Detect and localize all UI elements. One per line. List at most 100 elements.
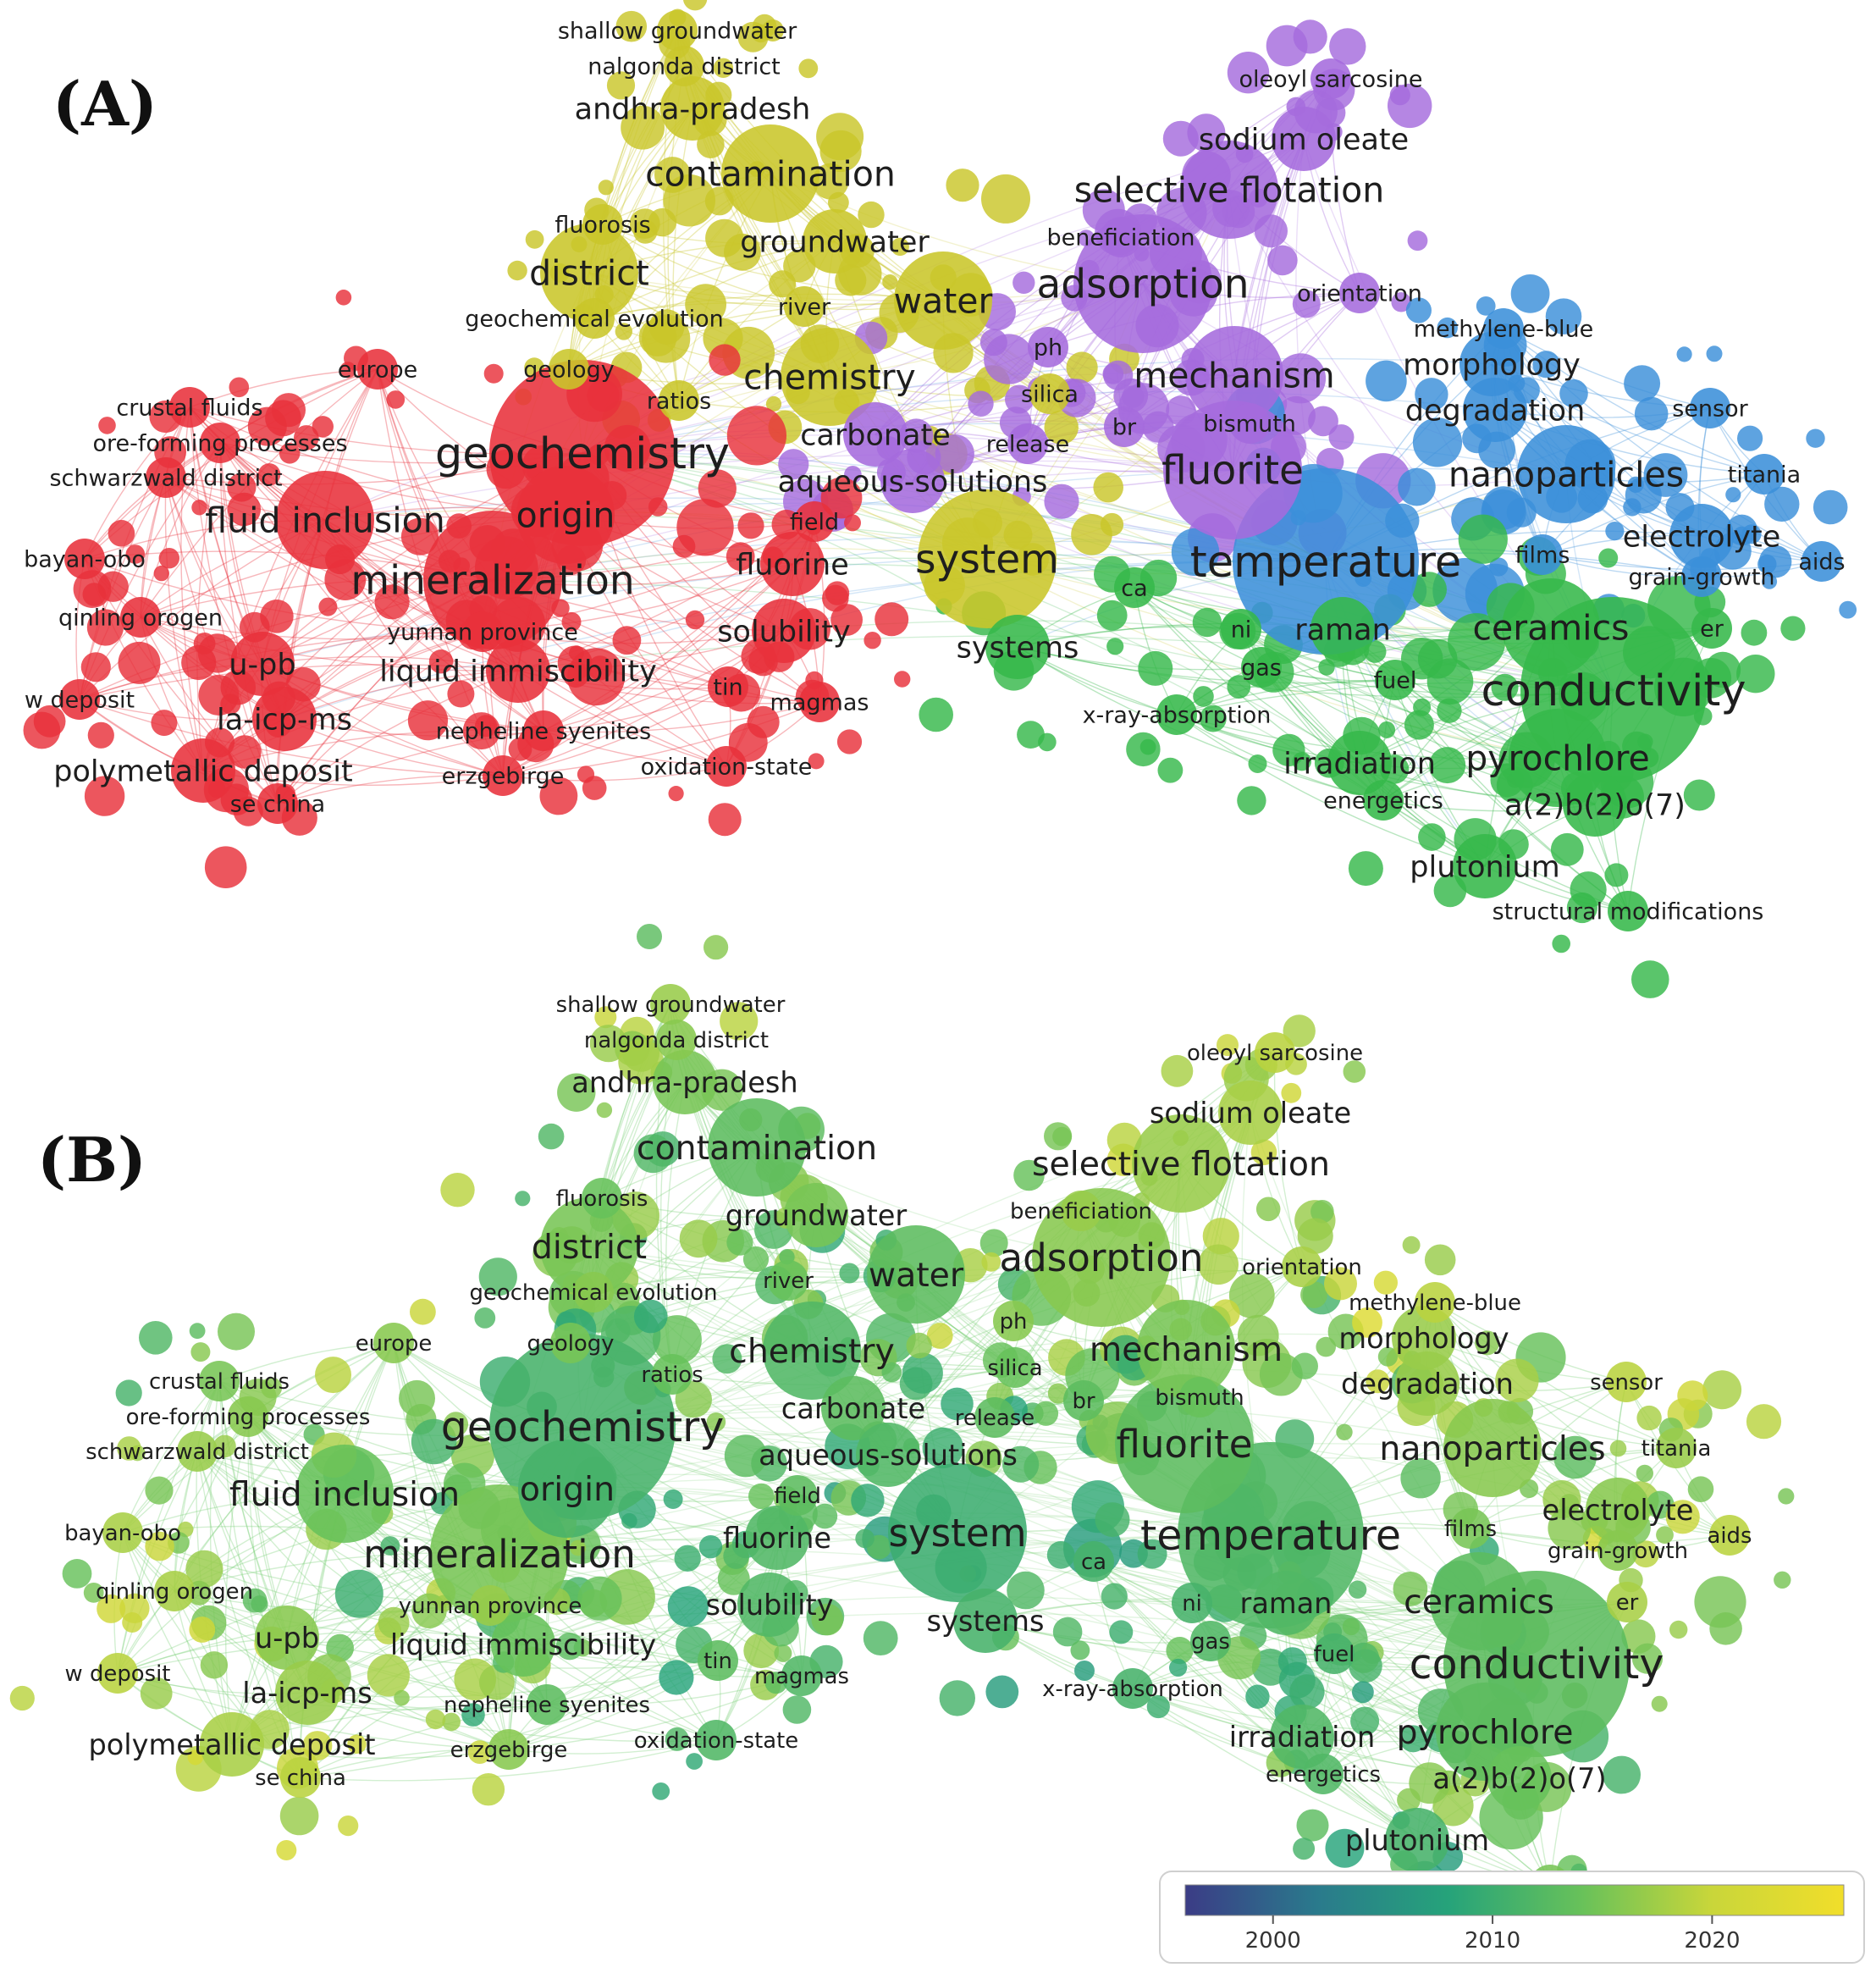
node-electrolyte[interactable] [1586,1478,1650,1542]
node-silica[interactable] [1029,373,1070,414]
node-yunnan-province[interactable] [470,1585,510,1626]
node-fluid-inclusion[interactable] [295,1445,394,1543]
node-a-2-b-2-o-7[interactable] [1487,1746,1552,1810]
node-crustal-fluids[interactable] [169,387,210,428]
node-mechanism[interactable] [1137,1300,1235,1398]
node-andhra-pradesh[interactable] [653,1050,717,1114]
node-gas[interactable] [1241,647,1282,688]
node-fluorine[interactable] [745,1506,809,1570]
node-system[interactable] [888,1463,1027,1602]
node-x-ray-absorption[interactable] [1112,1668,1153,1709]
node-district[interactable] [540,1197,638,1296]
node-ca[interactable] [1073,1541,1114,1582]
node-magmas[interactable] [799,682,840,722]
node-shallow-groundwater[interactable] [650,984,691,1025]
node-ore-forming-processes[interactable] [200,423,240,463]
node-energetics[interactable] [1303,1754,1344,1794]
node-groundwater[interactable] [784,1183,848,1247]
node-nepheline-syenites[interactable] [527,1684,567,1725]
node-w-deposit[interactable] [97,1653,138,1694]
node-carbonate[interactable] [821,1376,886,1440]
node-river[interactable] [784,286,825,327]
node-aids[interactable] [1802,541,1842,582]
node-liquid-immiscibility[interactable] [491,1612,555,1677]
node-qinling-orogen[interactable] [154,1571,195,1611]
node-sensor[interactable] [1606,1362,1647,1402]
node-a-2-b-2-o-7[interactable] [1563,772,1627,837]
node-oxidation-state[interactable] [706,746,747,787]
node-structural-modifications[interactable] [1608,891,1648,931]
node-nepheline-syenites[interactable] [523,710,564,751]
node-erzgebirge[interactable] [488,1729,529,1770]
node-field[interactable] [794,501,835,542]
node-geology[interactable] [550,1323,591,1363]
node-contamination[interactable] [708,1098,806,1197]
node-gas[interactable] [1190,1621,1231,1661]
node-magmas[interactable] [781,1655,822,1696]
node-contamination[interactable] [721,124,819,223]
node-electrolyte[interactable] [1669,504,1734,568]
node-x-ray-absorption[interactable] [1156,694,1197,735]
node-shallow-groundwater[interactable] [657,10,698,51]
node-degradation[interactable] [1463,378,1527,442]
node-fluorosis[interactable] [582,204,623,245]
node-aids[interactable] [1709,1515,1750,1556]
node-u-pb[interactable] [230,632,295,696]
node-europe[interactable] [357,349,398,390]
node-selective-flotation[interactable] [1180,141,1278,239]
node-sodium-oleate[interactable] [1218,1080,1283,1145]
node-orientation[interactable] [1339,273,1380,313]
node-w-deposit[interactable] [59,679,100,720]
node-schwarzwald-district[interactable] [177,1431,218,1472]
node-oxidation-state[interactable] [696,1720,737,1760]
node-fluorite[interactable] [1115,1374,1254,1513]
node-silica[interactable] [995,1347,1035,1388]
node-river[interactable] [768,1260,808,1301]
node-carbonate[interactable] [843,402,908,467]
node-release[interactable] [974,1397,1015,1438]
node-nalgonda-district[interactable] [664,46,704,86]
node-groundwater[interactable] [803,209,867,274]
node-release[interactable] [1007,423,1048,464]
node-aqueous-solutions[interactable] [856,1423,920,1487]
node-u-pb[interactable] [255,1605,319,1670]
node-oleoyl-sarcosine[interactable] [1255,1032,1295,1073]
node-nanoparticles[interactable] [1517,425,1615,523]
node-yunnan-province[interactable] [462,611,503,652]
node-water[interactable] [867,1225,965,1324]
node-films[interactable] [1450,1508,1491,1549]
node-fluorine[interactable] [760,532,825,596]
node-geochemical-evolution[interactable] [574,298,615,339]
node-erzgebirge[interactable] [483,755,523,796]
node-andhra-pradesh[interactable] [660,76,725,141]
node-liquid-immiscibility[interactable] [486,638,550,703]
node-methylene-blue[interactable] [1415,1282,1455,1323]
node-systems[interactable] [953,1589,1018,1653]
node-grain-growth[interactable] [1597,1530,1638,1571]
node-nanoparticles[interactable] [1443,1399,1542,1497]
node-er[interactable] [1607,1582,1647,1622]
node-europe[interactable] [373,1323,414,1363]
node-degradation[interactable] [1395,1351,1459,1416]
node-beneficiation[interactable] [1061,1191,1101,1231]
node-crustal-fluids[interactable] [199,1361,240,1401]
node-plutonium[interactable] [1385,1808,1449,1872]
node-titania[interactable] [1744,454,1785,495]
node-mechanism[interactable] [1185,326,1283,424]
node-fuel[interactable] [1314,1633,1355,1674]
node-selective-flotation[interactable] [1132,1114,1230,1213]
node-polymetallic-deposit[interactable] [171,738,235,803]
node-systems[interactable] [985,615,1050,679]
node-fluorosis[interactable] [582,1178,622,1219]
node-ceramics[interactable] [1430,1552,1528,1650]
node-chemistry[interactable] [781,328,879,426]
node-ca[interactable] [1114,567,1155,608]
node-ni[interactable] [1221,609,1261,649]
node-water[interactable] [894,251,992,350]
node-origin[interactable] [516,466,615,564]
node-energetics[interactable] [1363,780,1404,821]
node-se-china[interactable] [257,783,298,824]
node-irradiation[interactable] [1270,1705,1334,1769]
node-methylene-blue[interactable] [1483,308,1524,349]
node-fuel[interactable] [1375,660,1415,700]
